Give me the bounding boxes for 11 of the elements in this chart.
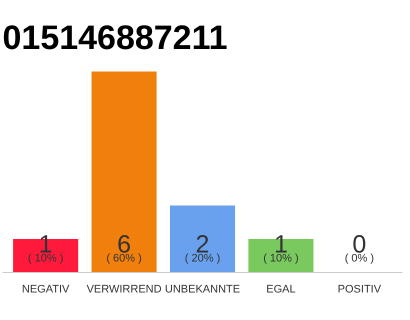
- chart-title: 015146887211: [2, 19, 228, 57]
- x-tick-label: UNBEKANNTE: [164, 284, 240, 296]
- annotation: ( 10% ): [263, 252, 299, 264]
- x-tick-label: POSITIV: [338, 284, 382, 296]
- x-tick-label: NEGATIV: [22, 284, 70, 296]
- x-tick-label: EGAL: [266, 284, 296, 296]
- annotation: ( 60% ): [106, 252, 142, 264]
- annotation: ( 20% ): [184, 252, 220, 264]
- x-tick-label: VERWIRREND: [86, 284, 162, 296]
- annotation: ( 10% ): [28, 252, 64, 264]
- annotation: ( 0% ): [344, 252, 374, 264]
